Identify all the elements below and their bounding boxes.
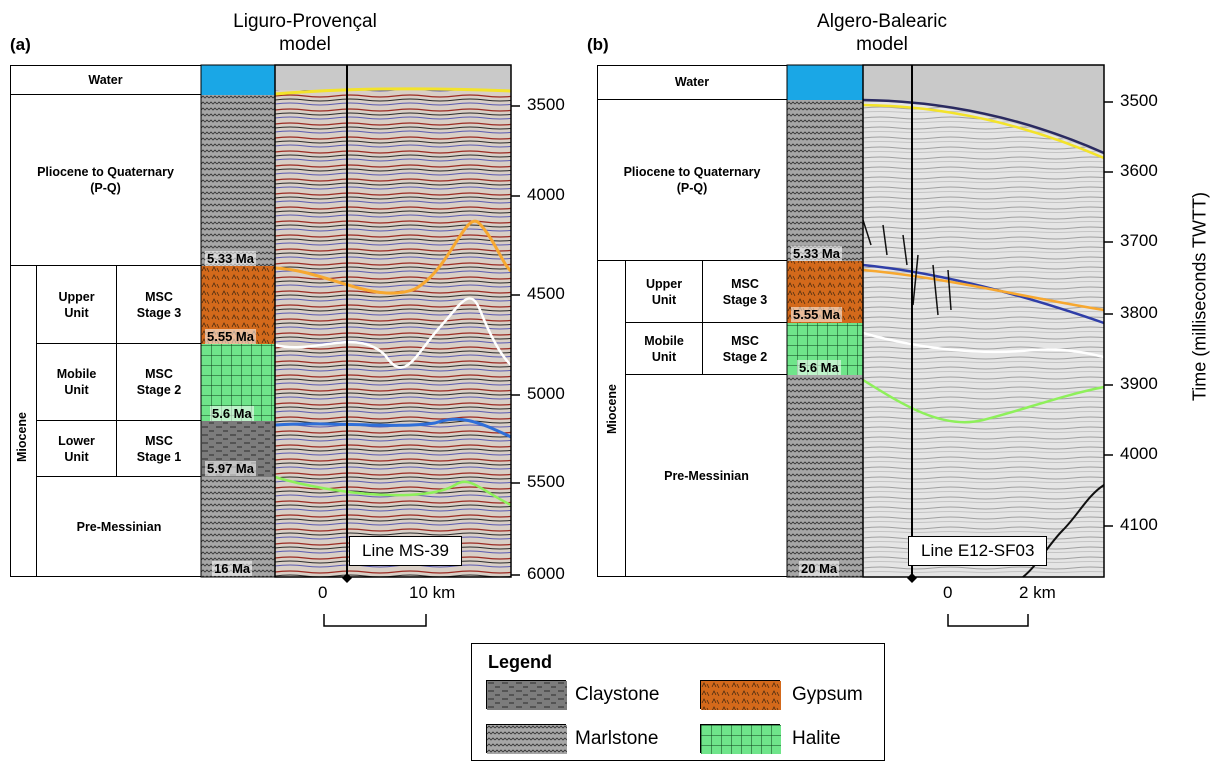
axis-tick-label: 5500 <box>527 472 565 491</box>
horizon-green <box>274 475 512 507</box>
panel-b-upper-unit: Upper Unit <box>626 261 703 323</box>
panel-a-lower-stage: MSC Stage 1 <box>117 421 201 477</box>
age-label: 5.97 Ma <box>205 461 256 476</box>
panel-b-mobile-stage: MSC Stage 2 <box>703 323 787 375</box>
horizon-yellow <box>862 103 1105 160</box>
horizon-blue <box>274 417 512 439</box>
gypsum-swatch <box>700 680 781 710</box>
panel-a-title: Liguro-Provençal model <box>233 11 377 55</box>
panel-a-label: (a) <box>10 35 31 54</box>
panel-a-scale-end: 10 km <box>409 583 456 602</box>
panel-a-seismic-section <box>274 64 513 578</box>
faults <box>862 219 952 316</box>
legend-title: Legend <box>488 652 553 672</box>
axis-tick-label: 4100 <box>1120 515 1158 534</box>
age-label: 5.6 Ma <box>210 406 254 421</box>
age-label: 5.33 Ma <box>205 251 256 266</box>
axis-tick-label: 4000 <box>1120 444 1158 463</box>
legend-label-claystone: Claystone <box>575 684 660 705</box>
panel-b-time-axis <box>1104 101 1113 527</box>
panel-a-lower-unit: Lower Unit <box>37 421 117 477</box>
horizon-white <box>862 331 1105 359</box>
axis-tick-label: 3500 <box>527 95 565 114</box>
horizon-blue <box>862 263 1105 325</box>
panel-a-lithology-column <box>200 64 276 578</box>
panel-a-upper-stage: MSC Stage 3 <box>117 266 201 344</box>
panel-b-scale-bar <box>947 614 1029 627</box>
seafloor <box>862 98 1105 155</box>
panel-b-label: (b) <box>587 35 609 54</box>
panel-b-pq-cell: Pliocene to Quaternary (P-Q) <box>597 100 787 261</box>
panel-a-miocene-cell <box>10 266 37 577</box>
panel-a-time-axis <box>511 105 520 576</box>
marlstone-swatch <box>486 724 567 754</box>
marlstone-layer <box>787 100 863 261</box>
horizon-orange <box>862 268 1105 312</box>
axis-tick-label: 3800 <box>1120 303 1158 322</box>
panel-b-premessinian: Pre-Messinian <box>664 469 749 483</box>
horizon-green <box>862 378 1105 424</box>
panel-b-miocene-label: Miocene <box>605 384 619 435</box>
panel-a-water-cell: Water <box>10 65 201 95</box>
panel-a-miocene-label: Miocene <box>15 412 29 463</box>
panel-b-line-label: Line E12-SF03 <box>908 536 1048 566</box>
panel-a-scale-bar <box>323 614 427 627</box>
panel-b-scale-end: 2 km <box>1019 583 1056 602</box>
panel-a-premessinian: Pre-Messinian <box>76 520 162 534</box>
axis-tick-label: 5000 <box>527 384 565 403</box>
marlstone-layer <box>201 95 275 266</box>
legend: Legend Claystone Gypsum Marlstone Halite <box>471 643 885 761</box>
horizon-yellow <box>274 87 512 96</box>
age-label: 5.33 Ma <box>791 246 842 261</box>
axis-tick-label: 3600 <box>1120 161 1158 180</box>
legend-label-marlstone: Marlstone <box>575 728 659 749</box>
panel-a-scale-start: 0 <box>318 583 328 602</box>
age-label: 5.55 Ma <box>791 307 842 322</box>
legend-label-halite: Halite <box>792 728 841 749</box>
panel-b-title: Algero-Balearic model <box>817 11 947 55</box>
panel-b-scale-start: 0 <box>943 583 953 602</box>
water-layer <box>787 65 863 100</box>
panel-b-miocene-cell <box>597 261 626 577</box>
age-label: 20 Ma <box>799 561 840 576</box>
panel-a-upper-unit: Upper Unit <box>37 266 117 344</box>
claystone-swatch <box>486 680 567 710</box>
panel-b-upper-stage: MSC Stage 3 <box>703 261 787 323</box>
panel-b-seismic-section <box>862 64 1105 578</box>
water-layer <box>201 65 275 95</box>
panel-a-line-label: Line MS-39 <box>349 536 462 566</box>
horizon-white <box>274 297 512 369</box>
y-axis-title: Time (milliseconds TWTT) <box>1189 192 1210 402</box>
halite-swatch <box>700 724 781 754</box>
panel-a-pq-cell: Pliocene to Quaternary (P-Q) <box>10 95 201 266</box>
panel-a-mobile-unit: Mobile Unit <box>37 344 117 421</box>
axis-tick-label: 3500 <box>1120 91 1158 110</box>
axis-tick-label: 3900 <box>1120 374 1158 393</box>
panel-a-well-marker <box>342 573 352 583</box>
panel-a-mobile-stage: MSC Stage 2 <box>117 344 201 421</box>
axis-tick-label: 6000 <box>527 564 565 583</box>
age-label: 5.6 Ma <box>797 360 841 375</box>
axis-tick-label: 4500 <box>527 284 565 303</box>
marlstone-layer-lower <box>201 477 275 577</box>
axis-tick-label: 3700 <box>1120 231 1158 250</box>
axis-tick-label: 4000 <box>527 185 565 204</box>
panel-b-mobile-unit: Mobile Unit <box>626 323 703 375</box>
age-label: 16 Ma <box>212 561 253 576</box>
marlstone-layer-lower <box>787 375 863 577</box>
horizon-orange <box>274 219 513 295</box>
legend-label-gypsum: Gypsum <box>792 684 863 705</box>
panel-b-water-cell: Water <box>597 65 787 100</box>
age-label: 5.55 Ma <box>205 329 256 344</box>
panel-b-well-marker <box>907 573 917 583</box>
